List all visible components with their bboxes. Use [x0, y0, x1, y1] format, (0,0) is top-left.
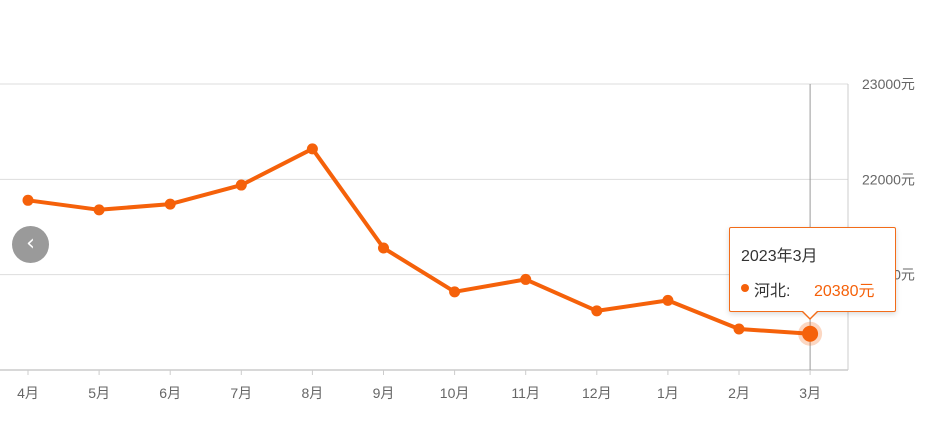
- data-point: [591, 305, 603, 317]
- x-tick-label: 5月: [88, 385, 110, 401]
- tooltip-series-name: 河北:: [754, 283, 791, 300]
- x-tick-label: 11月: [511, 385, 540, 401]
- series-hebei: [22, 143, 823, 346]
- series-line: [27, 146, 811, 336]
- x-tick-label: 1月: [657, 385, 679, 401]
- x-tick-label: 6月: [159, 385, 181, 401]
- x-axis-ticks: 4月 5月 6月 7月 8月 9月 10月 11月 12月 1月 2月 3月: [17, 370, 821, 401]
- data-point: [662, 294, 674, 306]
- y-tick-label: 22000元: [862, 171, 915, 187]
- tooltip-value: 20380元: [814, 283, 875, 300]
- chevron-left-icon: ‹: [26, 231, 35, 256]
- x-tick-label: 12月: [582, 385, 612, 401]
- data-point: [449, 286, 461, 298]
- data-point: [22, 194, 34, 206]
- grid-lines: [0, 83, 849, 371]
- data-point: [378, 242, 389, 254]
- tooltip-pointer-fill: [802, 310, 818, 318]
- data-point-highlighted: [802, 325, 819, 342]
- tooltip-series-marker: [741, 284, 749, 292]
- data-point: [93, 204, 105, 216]
- data-point: [164, 198, 176, 210]
- data-point: [520, 273, 532, 285]
- data-point: [306, 143, 318, 155]
- previous-button[interactable]: ‹: [12, 226, 49, 263]
- x-tick-label: 9月: [373, 385, 395, 401]
- x-tick-label: 3月: [799, 385, 821, 401]
- x-tick-label: 7月: [230, 385, 252, 401]
- data-point: [733, 323, 745, 335]
- tooltip-title: 2023年3月: [741, 248, 818, 265]
- y-tick-label: 23000元: [862, 76, 915, 92]
- x-tick-label: 2月: [728, 385, 750, 401]
- data-point: [235, 179, 247, 191]
- x-tick-label: 10月: [440, 385, 470, 401]
- x-tick-label: 4月: [17, 385, 39, 401]
- x-tick-label: 8月: [302, 385, 324, 401]
- data-tooltip: 2023年3月 河北: 20380元: [729, 227, 896, 312]
